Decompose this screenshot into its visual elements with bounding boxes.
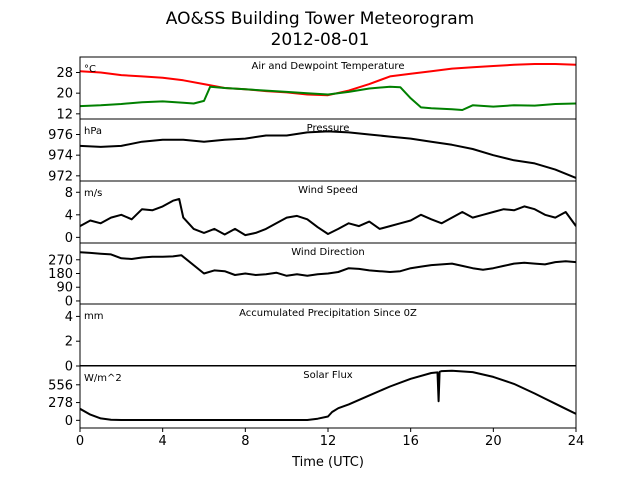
panel-precipitation: 0 2 4 Accumulated Precipitation Since 0Z mm <box>65 303 577 375</box>
x-tick-label: 20 <box>485 434 502 449</box>
panel-unit: m/s <box>84 188 102 199</box>
y-tick-label: 90 <box>56 281 73 296</box>
y-tick-label: 4 <box>65 310 73 325</box>
panel-unit: hPa <box>84 126 102 137</box>
series-line-solar-0 <box>80 369 576 421</box>
panel-title: Wind Direction <box>291 247 365 258</box>
y-tick-label: 556 <box>48 378 73 393</box>
panel-solar: 0 278 556 Solar Flux W/m^2 <box>48 365 577 429</box>
y-tick-label: 972 <box>48 169 73 184</box>
panel-unit: mm <box>84 311 103 322</box>
figure-title-line2: 2012-08-01 <box>271 30 370 50</box>
y-tick-label: 278 <box>48 396 73 411</box>
series-line-pressure-0 <box>80 130 576 179</box>
x-axis-label: Time (UTC) <box>291 455 364 470</box>
y-tick-label: 0 <box>65 294 73 309</box>
x-tick-label: 24 <box>568 434 585 449</box>
x-axis: 0 4 8 12 16 20 24 <box>76 428 584 449</box>
y-tick-label: 0 <box>65 414 73 429</box>
panel-title: Pressure <box>307 123 350 134</box>
y-tick-label: 180 <box>48 267 73 282</box>
panel-title: Accumulated Precipitation Since 0Z <box>239 308 417 319</box>
x-tick-label: 12 <box>320 434 337 449</box>
y-tick-label: 0 <box>65 231 73 246</box>
y-tick-label: 270 <box>48 253 73 268</box>
panel-unit: W/m^2 <box>84 373 122 384</box>
panel-title: Air and Dewpoint Temperature <box>252 61 405 72</box>
figure-title-line1: AO&SS Building Tower Meteorogram <box>166 9 474 29</box>
y-tick-label: 4 <box>65 208 73 223</box>
series-line-temperature-1 <box>80 85 576 111</box>
y-tick-label: 974 <box>48 149 73 164</box>
y-tick-label: 20 <box>56 87 73 102</box>
y-tick-label: 2 <box>65 335 73 350</box>
y-tick-label: 8 <box>65 186 73 201</box>
panel-title: Solar Flux <box>303 370 353 381</box>
y-tick-label: 976 <box>48 128 73 143</box>
series-line-wind_speed-0 <box>80 198 576 237</box>
panel-pressure: 972 974 976 Pressure hPa <box>48 118 577 184</box>
x-tick-label: 16 <box>402 434 419 449</box>
y-tick-label: 12 <box>56 107 73 122</box>
x-tick-label: 4 <box>159 434 167 449</box>
y-tick-label: 0 <box>65 360 73 375</box>
panel-unit: °C <box>84 64 96 75</box>
y-tick-label: 28 <box>56 66 73 81</box>
series-line-wind_direction-0 <box>80 251 576 277</box>
x-tick-label: 0 <box>76 434 84 449</box>
panel-temperature: 12 20 28 Air and Dewpoint Temperature °C <box>56 56 577 122</box>
x-tick-label: 8 <box>241 434 249 449</box>
panel-title: Wind Speed <box>298 185 358 196</box>
panel-wind_speed: 0 4 8 Wind Speed m/s <box>65 180 577 246</box>
